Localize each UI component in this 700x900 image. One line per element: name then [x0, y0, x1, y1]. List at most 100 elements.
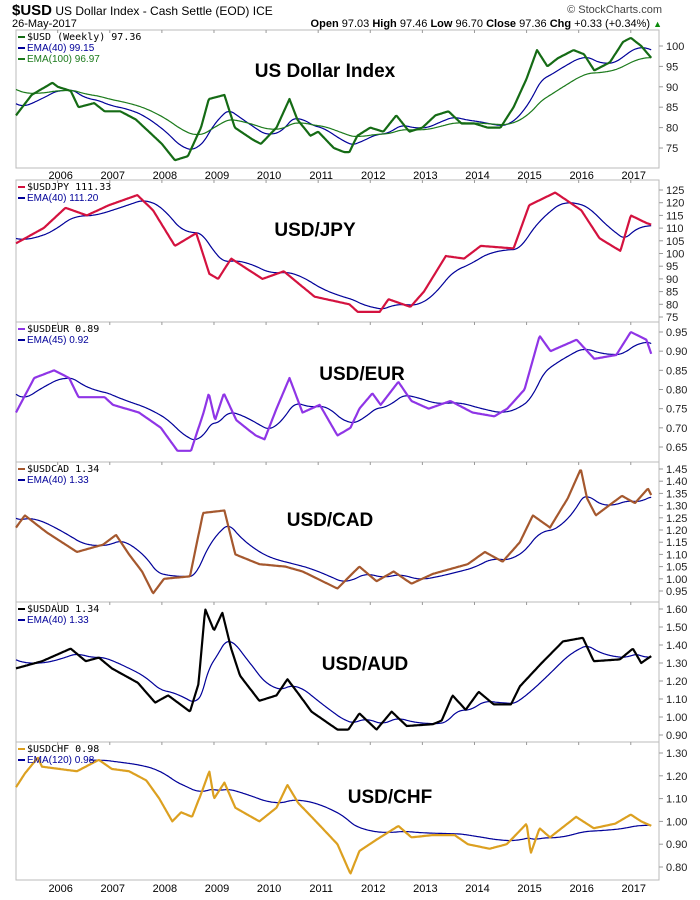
- panel-title: USD/CAD: [287, 510, 374, 531]
- y-tick-label: 1.10: [666, 549, 687, 561]
- panel-3: 0.951.001.051.101.151.201.251.301.351.40…: [15, 461, 687, 603]
- ema-line-120: [89, 759, 652, 842]
- legend-entry: EMA(40) 1.33: [18, 475, 99, 486]
- y-tick-label: 0.95: [666, 586, 687, 598]
- legend-swatch: [18, 36, 25, 39]
- ema-line-100: [15, 57, 652, 138]
- y-tick-label: 110: [666, 223, 684, 235]
- y-tick-label: 1.00: [666, 574, 687, 586]
- y-tick-label: 90: [666, 274, 678, 286]
- y-tick-label: 0.90: [666, 839, 687, 851]
- x-tick-label: 2013: [413, 170, 437, 182]
- low-value: 96.70: [455, 18, 484, 30]
- panel-frame: [15, 461, 660, 603]
- y-tick-label: 1.20: [666, 525, 687, 537]
- y-tick-label: 1.30: [666, 501, 687, 513]
- panel-frame: [15, 321, 660, 463]
- chg-value: +0.33 (+0.34%): [574, 18, 651, 30]
- legend-swatch: [18, 58, 25, 61]
- chg-label: Chg: [549, 18, 572, 30]
- exchange: ICE: [252, 4, 273, 18]
- legend-swatch: [18, 608, 25, 611]
- legend-entry: $USDJPY 111.33: [18, 182, 111, 193]
- y-tick-label: 0.80: [666, 862, 687, 874]
- legend-entry: $USDEUR 0.89: [18, 324, 99, 335]
- y-tick-label: 1.30: [666, 658, 687, 670]
- y-tick-label: 1.50: [666, 622, 687, 634]
- legend-swatch: [18, 468, 25, 471]
- legend: $USDCAD 1.34 EMA(40) 1.33: [18, 464, 99, 486]
- legend-label: EMA(40) 1.33: [27, 615, 89, 626]
- legend-label: $USDJPY 111.33: [27, 182, 112, 193]
- high-label: High: [372, 18, 397, 30]
- y-tick-label: 115: [666, 210, 684, 222]
- legend-label: EMA(40) 99.15: [27, 43, 95, 54]
- price-line: [15, 331, 653, 452]
- price-line: [15, 756, 652, 875]
- x-tick-label: 2016: [569, 883, 593, 895]
- x-tick-label: 2015: [517, 170, 541, 182]
- open-value: 97.03: [341, 18, 370, 30]
- panel-frame: [15, 741, 660, 881]
- x-tick-label: 2008: [153, 170, 177, 182]
- x-tick-label: 2007: [101, 170, 125, 182]
- y-tick-label: 120: [666, 198, 684, 210]
- instrument-name: US Dollar Index - Cash Settle (EOD): [55, 4, 250, 18]
- x-tick-label: 2008: [153, 883, 177, 895]
- ohlc-readout: Open 97.03 High 97.46 Low 96.70 Close 97…: [311, 18, 662, 30]
- panel-title: USD/CHF: [348, 787, 432, 808]
- close-label: Close: [486, 18, 517, 30]
- y-tick-label: 100: [666, 249, 684, 261]
- y-tick-label: 0.65: [666, 442, 687, 454]
- y-tick-label: 75: [666, 143, 678, 155]
- legend-label: EMA(40) 111.20: [27, 193, 99, 204]
- panel-2: 0.65 0.70 0.75 0.80 0.85 0.90 0.95 USD/EUR: [15, 321, 687, 463]
- x-tick-label: 2011: [309, 170, 333, 182]
- y-tick-label: 0.70: [666, 423, 687, 435]
- up-triangle-icon: ▲: [653, 19, 662, 29]
- legend-entry: $USDCHF 0.98: [18, 744, 99, 755]
- legend-swatch: [18, 619, 25, 622]
- chart-date: 26-May-2017: [12, 18, 77, 30]
- legend-swatch: [18, 186, 25, 189]
- x-tick-label: 2009: [205, 883, 229, 895]
- y-tick-label: 1.35: [666, 488, 687, 500]
- price-line: [15, 469, 653, 595]
- legend-swatch: [18, 47, 25, 50]
- legend-swatch: [18, 197, 25, 200]
- panel-title: US Dollar Index: [255, 61, 396, 82]
- y-tick-label: 1.15: [666, 537, 687, 549]
- legend-swatch: [18, 328, 25, 331]
- y-tick-label: 90: [666, 82, 678, 94]
- high-value: 97.46: [399, 18, 428, 30]
- y-tick-label: 0.90: [666, 730, 687, 742]
- stockcharts-logo: © StockCharts.com: [567, 4, 662, 16]
- legend-label: $USDCAD 1.34: [27, 464, 100, 475]
- legend: $USD (Weekly) 97.36 EMA(40) 99.15 EMA(100)…: [18, 32, 141, 65]
- y-tick-label: 1.10: [666, 794, 687, 806]
- x-tick-label: 2014: [465, 883, 489, 895]
- y-tick-label: 105: [666, 236, 684, 248]
- y-tick-label: 95: [666, 261, 678, 273]
- y-tick-label: 1.00: [666, 816, 687, 828]
- legend: $USDAUD 1.34 EMA(40) 1.33: [18, 604, 99, 626]
- x-tick-label: 2010: [257, 883, 281, 895]
- chart-header: $USD US Dollar Index - Cash Settle (EOD)…: [12, 2, 273, 19]
- legend-label: $USDEUR 0.89: [27, 324, 100, 335]
- y-tick-label: 1.40: [666, 640, 687, 652]
- legend-entry: EMA(40) 111.20: [18, 193, 111, 204]
- y-tick-label: 95: [666, 61, 678, 73]
- x-tick-label: 2017: [622, 883, 646, 895]
- y-tick-label: 1.60: [666, 604, 687, 616]
- legend-label: $USDAUD 1.34: [27, 604, 100, 615]
- legend-label: $USDCHF 0.98: [27, 744, 100, 755]
- ema-line-40: [15, 641, 652, 725]
- close-value: 97.36: [519, 18, 547, 30]
- symbol: $USD: [12, 2, 53, 19]
- y-tick-label: 0.80: [666, 385, 687, 397]
- legend-entry: EMA(40) 99.15: [18, 43, 141, 54]
- price-line: [15, 608, 652, 731]
- legend-swatch: [18, 748, 25, 751]
- x-tick-label: 2012: [361, 883, 385, 895]
